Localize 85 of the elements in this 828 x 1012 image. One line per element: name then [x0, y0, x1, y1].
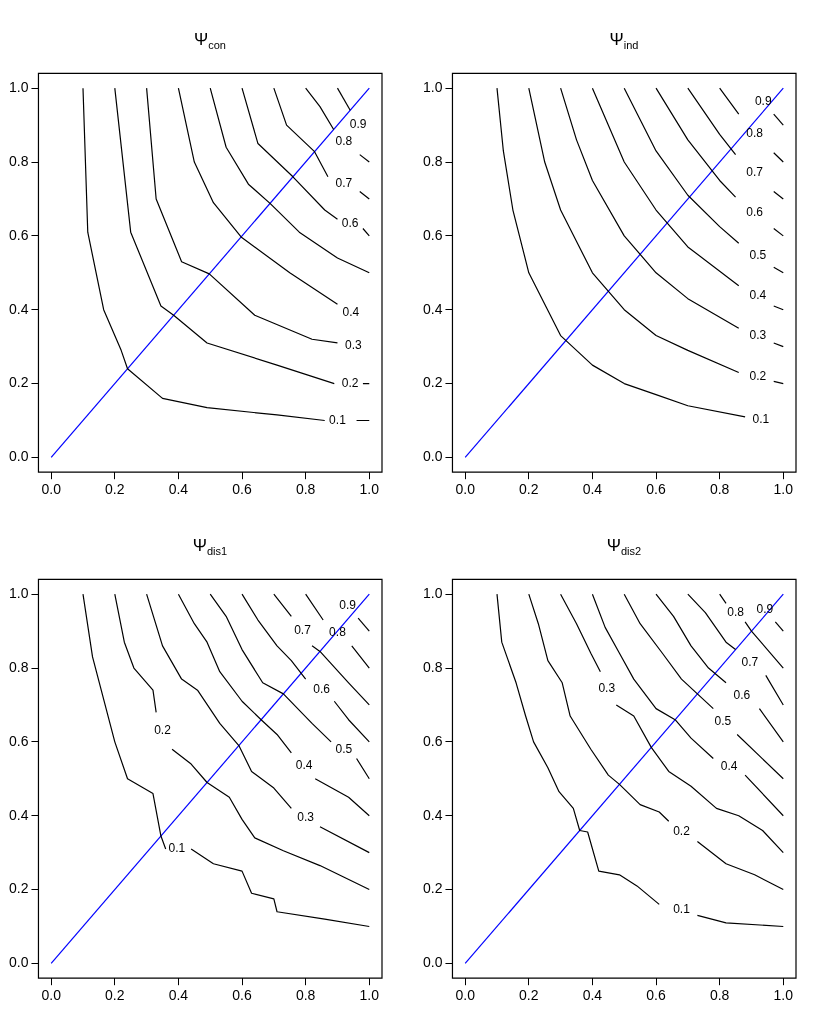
series-label: 0.4: [342, 305, 360, 320]
x-tick-label: 1.0: [773, 481, 794, 498]
y-tick-label: 0.6: [422, 226, 443, 243]
x-tick-label: 0.8: [295, 481, 316, 498]
series-label: 0.6: [341, 216, 359, 231]
series-label: 0.3: [344, 337, 362, 352]
y-tick-label: 0.2: [8, 880, 29, 897]
y-tick-label: 1.0: [8, 79, 29, 96]
y-tick-label: 0.6: [422, 732, 443, 749]
series-label: 0.5: [335, 742, 353, 757]
x-tick-label: 0.6: [646, 481, 666, 498]
series-label: 0.2: [341, 375, 359, 390]
chart-title: Ψ$_{con}$: [193, 30, 227, 52]
x-tick-label: 1.0: [773, 987, 794, 1004]
series-label: 0.9: [339, 598, 357, 613]
series-label: 0.4: [295, 758, 313, 773]
series-label: 0.7: [746, 165, 764, 180]
x-tick-label: 0.2: [105, 987, 125, 1004]
y-tick-label: 0.8: [422, 152, 443, 169]
series-label: 0.3: [297, 809, 315, 824]
series-label: 0.8: [746, 125, 764, 140]
series-label: 0.6: [733, 688, 751, 703]
y-tick-label: 1.0: [8, 585, 29, 602]
y-tick-label: 0.2: [422, 374, 443, 391]
series-label: 0.6: [746, 205, 764, 220]
y-tick-label: 0.4: [8, 806, 29, 823]
series-label: 0.1: [168, 841, 186, 856]
series-label: 0.1: [673, 902, 691, 917]
x-tick-label: 0.0: [41, 987, 62, 1004]
series-label: 0.8: [727, 604, 745, 619]
series-label: 0.2: [673, 823, 691, 838]
x-tick-label: 0.0: [455, 481, 476, 498]
series-label: 0.6: [313, 682, 331, 697]
x-tick-label: 0.4: [168, 987, 189, 1004]
x-tick-label: 0.4: [582, 987, 603, 1004]
series-label: 0.4: [749, 288, 767, 303]
x-tick-label: 0.8: [709, 481, 730, 498]
series-label: 0.4: [720, 759, 738, 774]
series-label: 0.8: [335, 134, 353, 149]
x-tick-label: 0.2: [105, 481, 125, 498]
series-label: 0.7: [741, 654, 759, 669]
chart-title: Ψ$_{ind}$: [608, 30, 640, 52]
y-tick-label: 0.0: [422, 448, 443, 465]
y-tick-label: 0.4: [422, 300, 443, 317]
y-tick-label: 0.0: [8, 954, 29, 971]
y-tick-label: 0.8: [422, 658, 443, 675]
y-tick-label: 0.0: [422, 954, 443, 971]
series-label: 0.3: [749, 327, 767, 342]
y-tick-label: 0.4: [422, 806, 443, 823]
series-label: 0.2: [154, 723, 172, 738]
y-tick-label: 0.4: [8, 300, 29, 317]
y-tick-label: 0.6: [8, 732, 29, 749]
y-tick-label: 0.0: [8, 448, 29, 465]
series-label: 0.9: [349, 116, 367, 131]
chart-title: Ψ$_{dis2}$: [605, 536, 643, 558]
x-tick-label: 0.2: [519, 481, 539, 498]
x-tick-label: 0.8: [709, 987, 730, 1004]
series-label: 0.5: [749, 247, 767, 262]
series-label: 0.1: [752, 412, 770, 427]
y-tick-label: 0.8: [8, 658, 29, 675]
x-tick-label: 0.4: [582, 481, 603, 498]
series-label: 0.9: [754, 94, 772, 109]
y-tick-label: 0.2: [422, 880, 443, 897]
x-tick-label: 0.8: [295, 987, 316, 1004]
x-tick-label: 0.6: [646, 987, 666, 1004]
x-tick-label: 0.0: [455, 987, 476, 1004]
y-tick-label: 0.2: [8, 374, 29, 391]
series-label: 0.7: [335, 176, 353, 191]
x-tick-label: 1.0: [359, 987, 380, 1004]
y-tick-label: 0.8: [8, 152, 29, 169]
series-label: 0.5: [714, 713, 732, 728]
series-label: 0.3: [598, 680, 616, 695]
y-tick-label: 0.6: [8, 226, 29, 243]
x-tick-label: 0.2: [519, 987, 539, 1004]
series-label: 0.7: [294, 623, 312, 638]
series-label: 0.2: [749, 369, 767, 384]
x-tick-label: 1.0: [359, 481, 380, 498]
x-tick-label: 0.4: [168, 481, 189, 498]
y-tick-label: 1.0: [422, 79, 443, 96]
y-tick-label: 1.0: [422, 585, 443, 602]
series-label: 0.1: [329, 412, 347, 427]
chart-title: Ψ$_{dis1}$: [191, 536, 229, 558]
x-tick-label: 0.0: [41, 481, 62, 498]
x-tick-label: 0.6: [232, 481, 252, 498]
x-tick-label: 0.6: [232, 987, 252, 1004]
